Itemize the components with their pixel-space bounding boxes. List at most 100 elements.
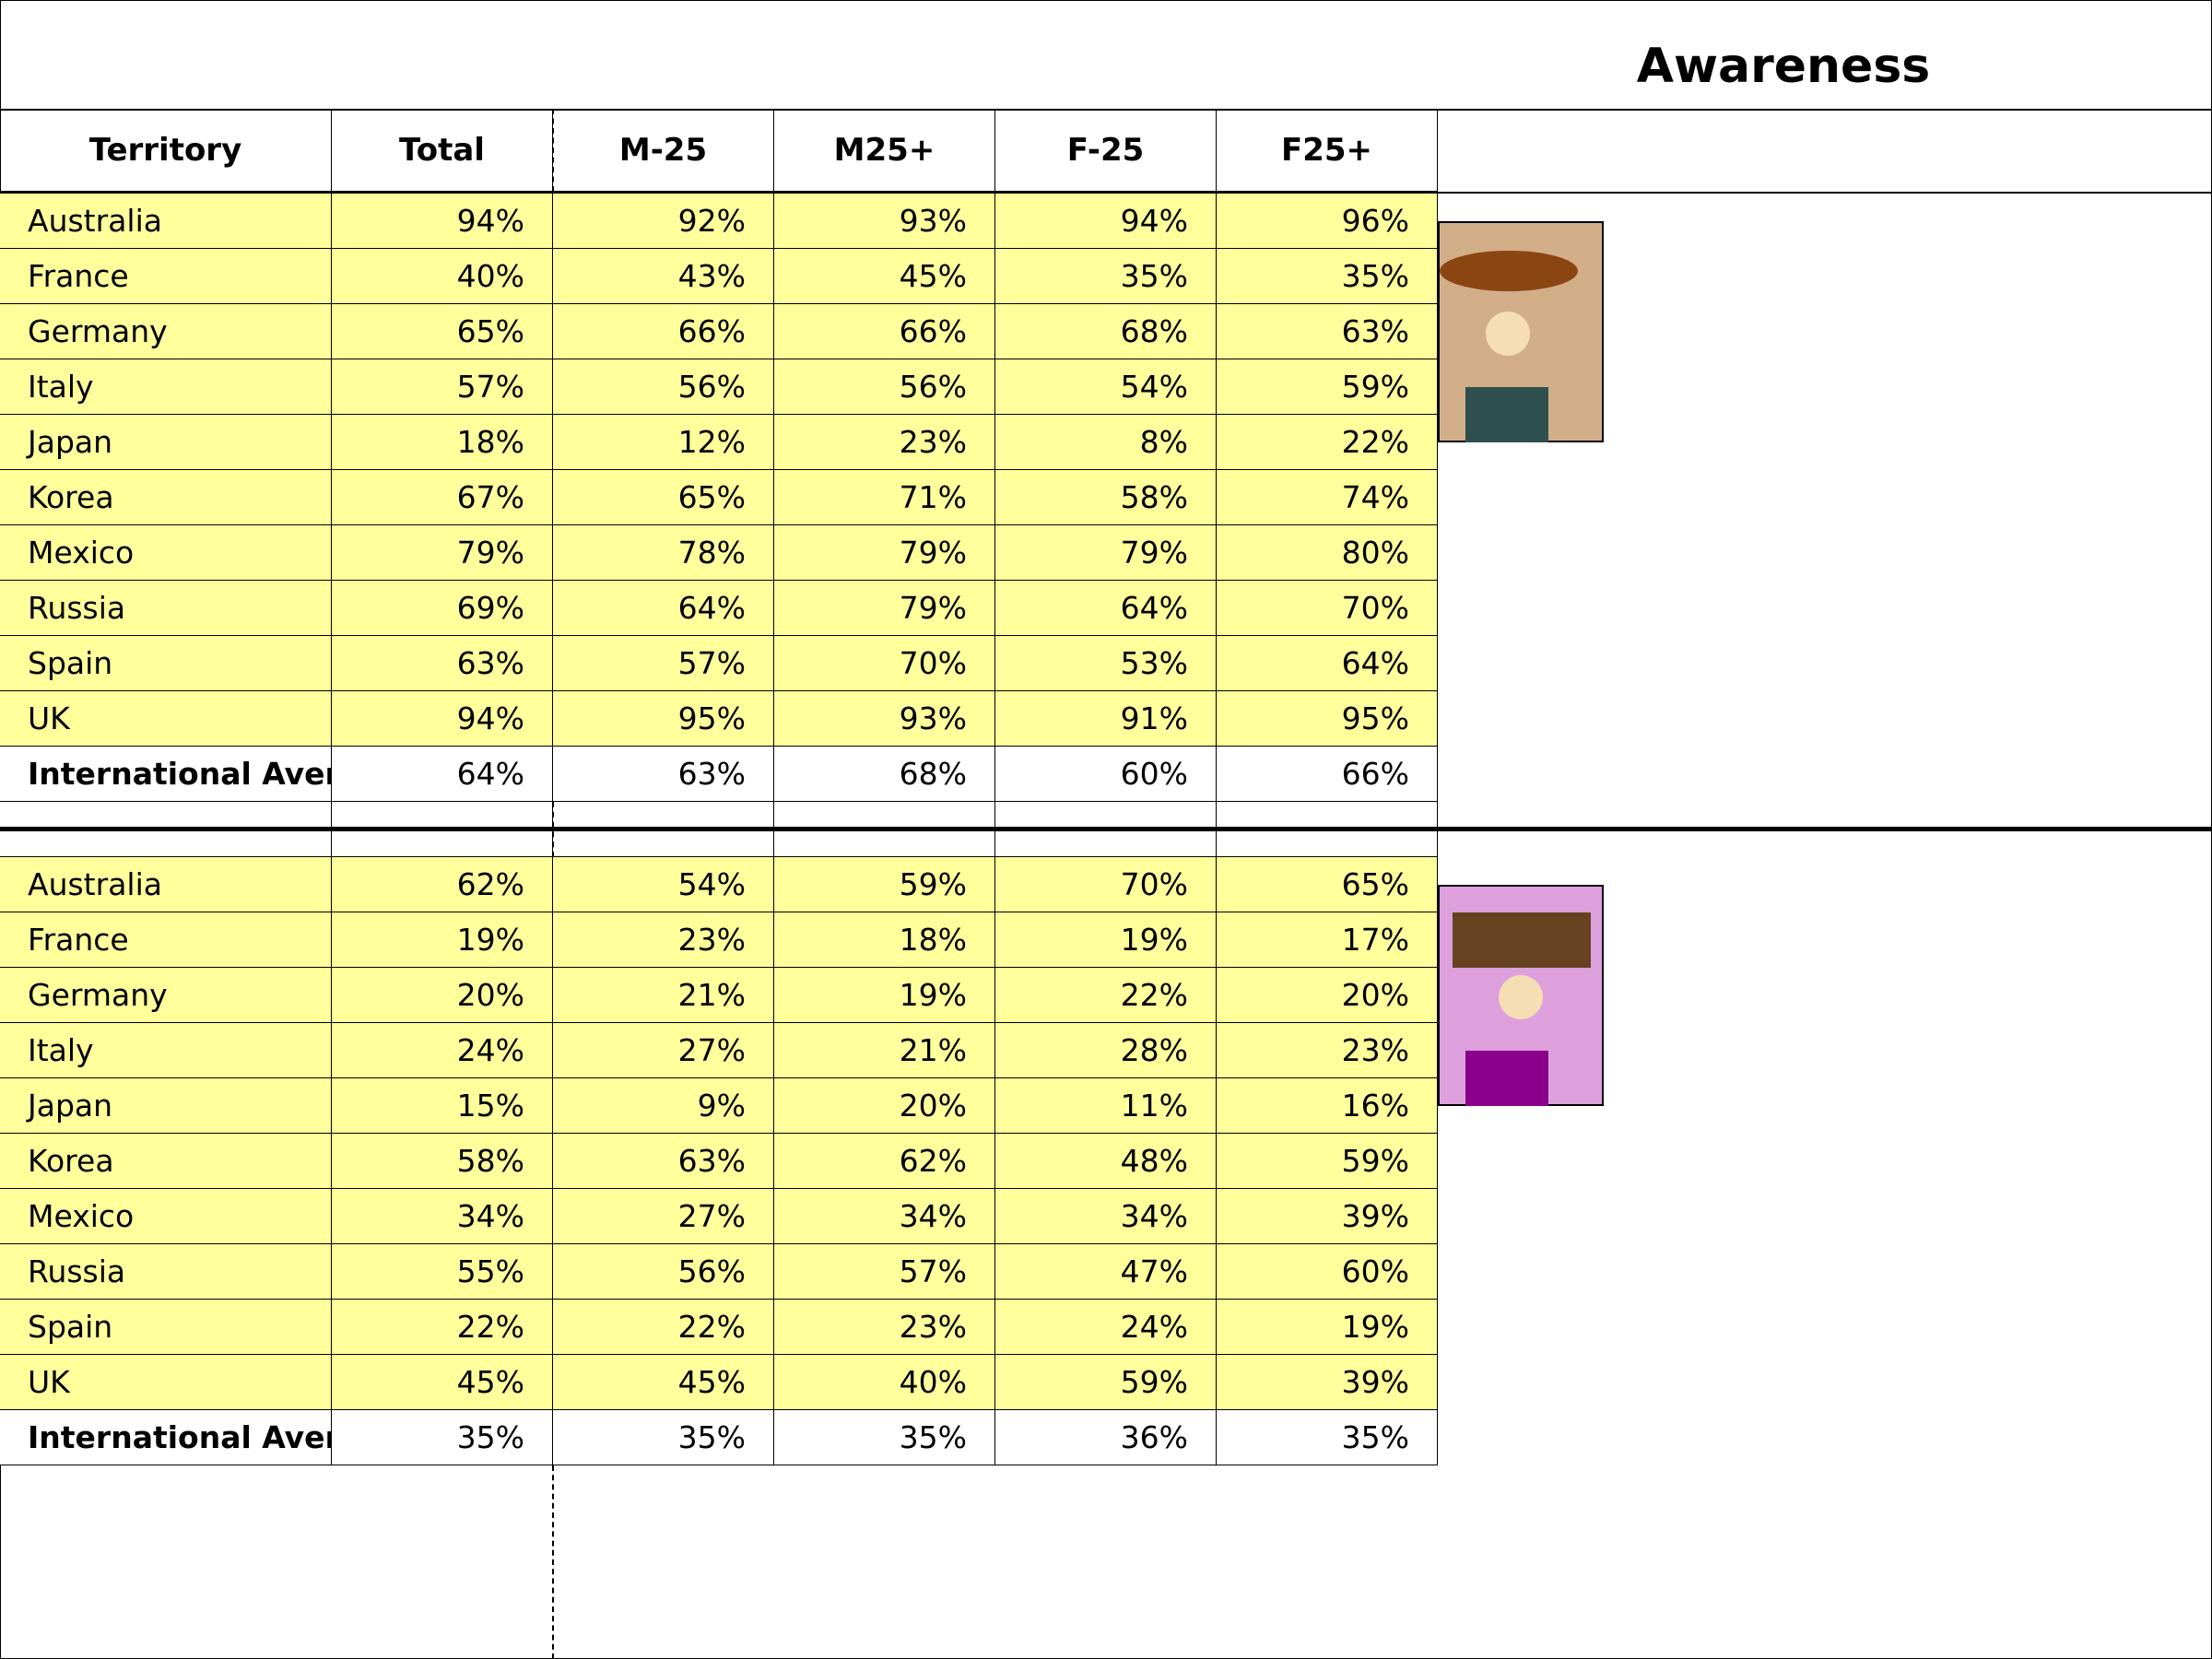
body-shape xyxy=(1465,1051,1548,1106)
header-bottom-rule xyxy=(0,192,2212,194)
value-cell: 9% xyxy=(553,1078,774,1134)
value-cell: 34% xyxy=(332,1189,553,1244)
value-cell: 63% xyxy=(553,747,774,802)
value-cell: 58% xyxy=(332,1134,553,1189)
spacer-cell xyxy=(0,830,332,857)
value-cell: 27% xyxy=(553,1189,774,1244)
value-cell: 15% xyxy=(332,1078,553,1134)
value-cell: 59% xyxy=(995,1355,1217,1410)
value-cell: 40% xyxy=(332,249,553,304)
value-cell: 71% xyxy=(774,470,995,525)
value-cell: 47% xyxy=(995,1244,1217,1300)
value-cell: 91% xyxy=(995,691,1217,747)
value-cell: 45% xyxy=(332,1355,553,1410)
value-cell: 63% xyxy=(1217,304,1438,359)
value-cell: 62% xyxy=(774,1134,995,1189)
territory-cell: Russia xyxy=(0,581,332,636)
value-cell: 19% xyxy=(774,968,995,1023)
body-shape xyxy=(1465,387,1548,442)
column-header-total: Total xyxy=(332,109,553,192)
value-cell: 55% xyxy=(332,1244,553,1300)
column-header-territory: Territory xyxy=(0,109,332,192)
value-cell: 56% xyxy=(774,359,995,415)
value-cell: 64% xyxy=(332,747,553,802)
territory-cell: Germany xyxy=(0,304,332,359)
value-cell: 70% xyxy=(995,857,1217,912)
value-cell: 56% xyxy=(553,359,774,415)
value-cell: 20% xyxy=(774,1078,995,1134)
territory-cell: Italy xyxy=(0,359,332,415)
column-header-f25-: F25+ xyxy=(1217,109,1438,192)
value-cell: 70% xyxy=(774,636,995,691)
value-cell: 78% xyxy=(553,525,774,581)
value-cell: 20% xyxy=(1217,968,1438,1023)
value-cell: 17% xyxy=(1217,912,1438,968)
value-cell: 22% xyxy=(995,968,1217,1023)
hair-shape xyxy=(1453,912,1591,968)
value-cell: 69% xyxy=(332,581,553,636)
value-cell: 23% xyxy=(553,912,774,968)
value-cell: 59% xyxy=(1217,1134,1438,1189)
territory-cell: Italy xyxy=(0,1023,332,1078)
value-cell: 68% xyxy=(774,747,995,802)
value-cell: 63% xyxy=(553,1134,774,1189)
value-cell: 74% xyxy=(1217,470,1438,525)
territory-cell: Mexico xyxy=(0,1189,332,1244)
value-cell: 93% xyxy=(774,194,995,249)
value-cell: 11% xyxy=(995,1078,1217,1134)
value-cell: 80% xyxy=(1217,525,1438,581)
value-cell: 68% xyxy=(995,304,1217,359)
column-header-m25-: M25+ xyxy=(774,109,995,192)
value-cell: 56% xyxy=(553,1244,774,1300)
value-cell: 70% xyxy=(1217,581,1438,636)
spacer-cell xyxy=(553,830,774,857)
territory-cell: Korea xyxy=(0,1134,332,1189)
hair-shape xyxy=(1440,251,1578,291)
value-cell: 59% xyxy=(1217,359,1438,415)
territory-cell: France xyxy=(0,249,332,304)
territory-cell: Australia xyxy=(0,194,332,249)
spacer-cell xyxy=(995,830,1217,857)
territory-cell: Korea xyxy=(0,470,332,525)
value-cell: 65% xyxy=(553,470,774,525)
value-cell: 35% xyxy=(332,1410,553,1465)
value-cell: 21% xyxy=(774,1023,995,1078)
dashed-guide-header xyxy=(552,109,554,192)
value-cell: 19% xyxy=(332,912,553,968)
dashed-guide-bottom xyxy=(552,1465,554,1659)
value-cell: 18% xyxy=(774,912,995,968)
territory-cell: UK xyxy=(0,1355,332,1410)
value-cell: 60% xyxy=(1217,1244,1438,1300)
value-cell: 60% xyxy=(995,747,1217,802)
value-cell: 57% xyxy=(774,1244,995,1300)
value-cell: 23% xyxy=(1217,1023,1438,1078)
value-cell: 22% xyxy=(553,1300,774,1355)
value-cell: 94% xyxy=(995,194,1217,249)
header-top-rule xyxy=(0,109,2212,111)
value-cell: 64% xyxy=(553,581,774,636)
value-cell: 62% xyxy=(332,857,553,912)
value-cell: 35% xyxy=(774,1410,995,1465)
value-cell: 66% xyxy=(1217,747,1438,802)
value-cell: 57% xyxy=(553,636,774,691)
value-cell: 21% xyxy=(553,968,774,1023)
value-cell: 65% xyxy=(1217,857,1438,912)
territory-cell: Germany xyxy=(0,968,332,1023)
territory-cell: Australia xyxy=(0,857,332,912)
territory-cell: Russia xyxy=(0,1244,332,1300)
value-cell: 64% xyxy=(1217,636,1438,691)
value-cell: 79% xyxy=(774,581,995,636)
value-cell: 39% xyxy=(1217,1189,1438,1244)
spacer-cell xyxy=(332,830,553,857)
spacer-cell xyxy=(774,830,995,857)
value-cell: 8% xyxy=(995,415,1217,470)
value-cell: 64% xyxy=(995,581,1217,636)
value-cell: 19% xyxy=(995,912,1217,968)
value-cell: 96% xyxy=(1217,194,1438,249)
value-cell: 23% xyxy=(774,1300,995,1355)
value-cell: 34% xyxy=(774,1189,995,1244)
value-cell: 67% xyxy=(332,470,553,525)
value-cell: 22% xyxy=(332,1300,553,1355)
value-cell: 58% xyxy=(995,470,1217,525)
value-cell: 95% xyxy=(1217,691,1438,747)
